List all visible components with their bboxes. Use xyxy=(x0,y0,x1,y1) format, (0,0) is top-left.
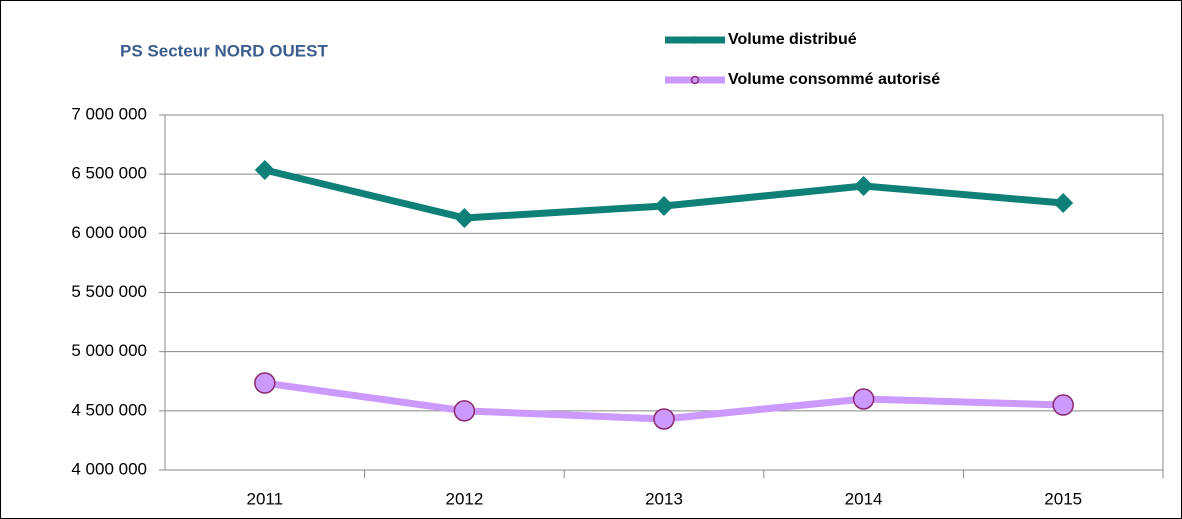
y-tick-label: 4 500 000 xyxy=(71,400,147,419)
y-tick-label: 5 000 000 xyxy=(71,341,147,360)
marker xyxy=(852,388,875,410)
x-tick-label: 2015 xyxy=(1044,489,1082,508)
marker xyxy=(653,408,675,430)
legend-marker xyxy=(690,75,700,85)
y-tick-label: 7 000 000 xyxy=(71,104,147,123)
x-tick-label: 2011 xyxy=(247,489,284,508)
marker xyxy=(254,160,275,181)
x-tick-label: 2012 xyxy=(445,489,483,508)
marker xyxy=(254,372,276,394)
y-tick-label: 6 500 000 xyxy=(71,164,147,183)
marker xyxy=(454,207,475,228)
legend-label: Volume consommé autorisé xyxy=(728,71,940,88)
marker xyxy=(1052,394,1074,416)
marker xyxy=(453,400,476,422)
y-tick-label: 6 000 000 xyxy=(71,223,147,242)
marker xyxy=(654,195,674,216)
marker xyxy=(1053,193,1074,214)
y-tick-label: 5 500 000 xyxy=(71,282,147,301)
marker xyxy=(853,176,874,196)
y-tick-label: 4 000 000 xyxy=(71,459,147,478)
x-tick-label: 2014 xyxy=(845,489,883,508)
legend-marker xyxy=(691,36,699,44)
chart-title: PS Secteur NORD OUEST xyxy=(120,41,328,60)
legend-label: Volume distribué xyxy=(728,31,857,48)
x-tick-label: 2013 xyxy=(645,489,683,508)
